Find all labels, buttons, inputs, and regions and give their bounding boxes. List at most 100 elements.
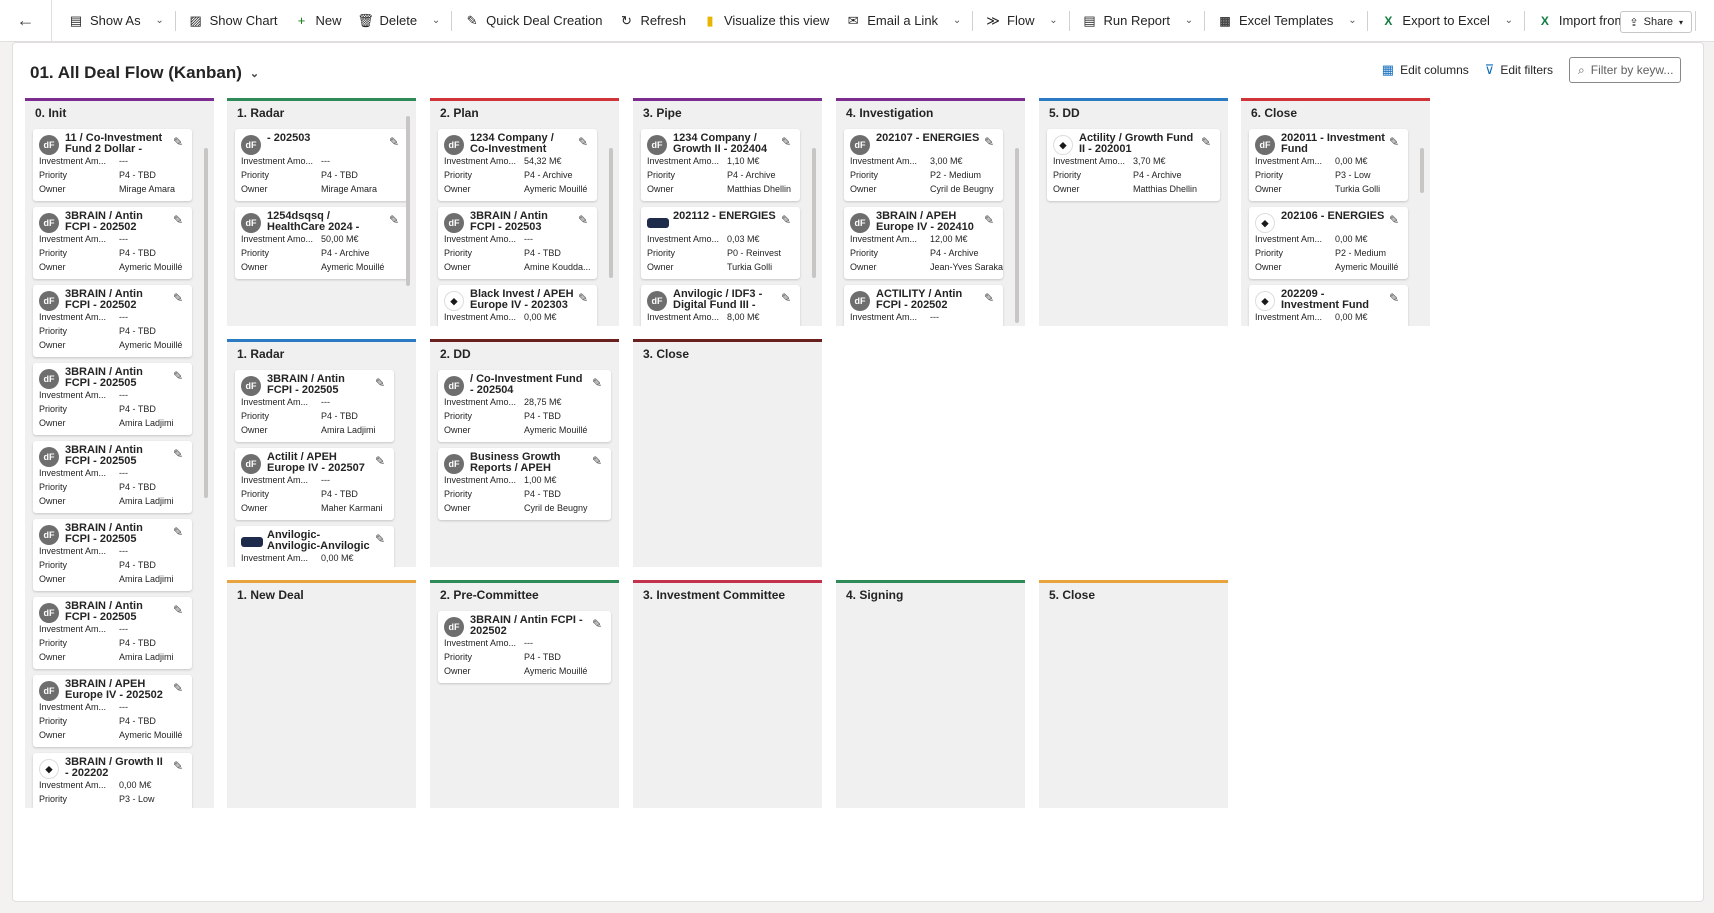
deal-card[interactable]: dF 3BRAIN / Antin FCPI - 202503 ✎ Investmen… (438, 207, 597, 279)
edit-icon[interactable]: ✎ (172, 681, 183, 695)
deal-card[interactable]: dF ACTILITY / Antin FCPI - 202502 ✎ Investm… (844, 285, 1003, 326)
deal-card[interactable]: dF 3BRAIN / Antin FCPI - 202505 ✎ Investmen… (235, 370, 394, 442)
deal-card[interactable]: dF 3BRAIN / APEH Europe IV - 202410 ✎ Inves… (844, 207, 1003, 279)
edit-icon[interactable]: ✎ (172, 291, 183, 305)
card-title[interactable]: Black Invest / APEH Europe IV - 202303 (470, 289, 574, 311)
edit-icon[interactable]: ✎ (780, 213, 791, 227)
edit-icon[interactable]: ✎ (577, 291, 588, 305)
card-title[interactable]: 202011 - Investment Fund (1281, 133, 1385, 155)
column-scrollbar[interactable] (204, 148, 208, 498)
edit-icon[interactable]: ✎ (172, 525, 183, 539)
edit-icon[interactable]: ✎ (172, 213, 183, 227)
back-button[interactable]: ← (0, 0, 52, 42)
edit-icon[interactable]: ✎ (172, 603, 183, 617)
deal-card[interactable]: dF / Co-Investment Fund - 202504 ✎ Investme… (438, 370, 611, 442)
card-title[interactable]: 3BRAIN / Antin FCPI - 202505 (65, 367, 143, 389)
toolbar-button-powerbi[interactable]: ▮ Visualize this view (694, 6, 837, 36)
edit-icon[interactable]: ✎ (1200, 135, 1211, 149)
edit-icon[interactable]: ✎ (172, 759, 183, 773)
deal-card[interactable]: dF 3BRAIN / Antin FCPI - 202502 ✎ Investmen… (438, 611, 611, 683)
toolbar-button-flow[interactable]: ≫ Flow (977, 6, 1042, 36)
toolbar-button-report[interactable]: ▤ Run Report (1074, 6, 1178, 36)
card-title[interactable]: 202209 - Investment Fund (1281, 289, 1370, 311)
deal-card[interactable]: dF 3BRAIN / Antin FCPI - 202502 ✎ Investmen… (33, 207, 192, 279)
toolbar-button-excel-template[interactable]: ▦ Excel Templates (1209, 6, 1341, 36)
card-title[interactable]: 1234 Company / Co-Investment Fund 2 (470, 133, 554, 155)
edit-icon[interactable]: ✎ (1388, 291, 1399, 305)
card-title[interactable]: 3BRAIN / Antin FCPI - 202505 (267, 374, 345, 396)
edit-icon[interactable]: ✎ (780, 135, 791, 149)
column-scrollbar[interactable] (609, 148, 613, 278)
edit-icon[interactable]: ✎ (374, 532, 385, 546)
card-title[interactable]: 3BRAIN / APEH Europe IV - 202502 (65, 679, 163, 701)
card-title[interactable]: Actility / Growth Fund II - 202001 (1079, 133, 1194, 155)
edit-icon[interactable]: ✎ (172, 369, 183, 383)
deal-card[interactable]: dF 1254dsqsq / HealthCare 2024 - 202312 ✎ I… (235, 207, 408, 279)
chevron-down-icon[interactable]: ⌄ (431, 15, 441, 26)
card-title[interactable]: 3BRAIN / Antin FCPI - 202502 (65, 211, 143, 233)
deal-card[interactable]: ◆ 202209 - Investment Fund ✎ Investment Am.… (1249, 285, 1408, 326)
card-title[interactable]: 3BRAIN / APEH Europe IV - 202410 (876, 211, 974, 233)
deal-card[interactable]: dF 3BRAIN / Antin FCPI - 202502 ✎ Investmen… (33, 285, 192, 357)
card-title[interactable]: 11 / Co-Investment Fund 2 Dollar - (65, 133, 163, 155)
deal-card[interactable]: ◆ Actility / Growth Fund II - 202001 ✎ Inve… (1047, 129, 1220, 201)
chevron-down-icon[interactable]: ⌄ (1049, 15, 1058, 26)
edit-icon[interactable]: ✎ (1388, 213, 1399, 227)
share-button[interactable]: ⇪ Share ▾ (1620, 11, 1692, 33)
card-title[interactable]: 1254dsqsq / HealthCare 2024 - 202312 (267, 211, 360, 233)
deal-card[interactable]: 202112 - ENERGIES ✎ Investment Amo... 0,03 … (641, 207, 800, 279)
filter-keyword-input[interactable]: ⌕ Filter by keyw... (1569, 57, 1681, 83)
deal-card[interactable]: dF 3BRAIN / Antin FCPI - 202505 ✎ Investmen… (33, 519, 192, 591)
toolbar-button-refresh[interactable]: ↻ Refresh (610, 6, 694, 36)
edit-columns-button[interactable]: ▦ Edit columns (1382, 62, 1469, 78)
card-title[interactable]: 1234 Company / Growth II - 202404 (673, 133, 768, 155)
card-title[interactable]: 3BRAIN / Antin FCPI - 202503 (470, 211, 548, 233)
deal-card[interactable]: dF Anvilogic / IDF3 - Digital Fund III - ✎… (641, 285, 800, 326)
edit-icon[interactable]: ✎ (388, 213, 399, 227)
toolbar-button-wand[interactable]: ✎ Quick Deal Creation (456, 6, 610, 36)
edit-icon[interactable]: ✎ (577, 213, 588, 227)
deal-card[interactable]: ◆ 3BRAIN / Growth II - 202202 ✎ Investment … (33, 753, 192, 808)
deal-card[interactable]: dF - 202503 ✎ Investment Amo... --- Priority P… (235, 129, 408, 201)
edit-filters-button[interactable]: ⊽ Edit filters (1485, 62, 1553, 78)
toolbar-button-excel[interactable]: X Export to Excel (1372, 6, 1497, 36)
deal-card[interactable]: dF Actilit / APEH Europe IV - 202507 ✎ Inve… (235, 448, 394, 520)
chevron-down-icon[interactable]: ⌄ (952, 15, 962, 26)
edit-icon[interactable]: ✎ (983, 291, 994, 305)
card-title[interactable]: 202112 - ENERGIES (673, 211, 776, 222)
deal-card[interactable]: Anvilogic-Anvilogic-Anvilogic / Co- ✎ Inve… (235, 526, 394, 567)
column-scrollbar[interactable] (1420, 148, 1424, 193)
edit-icon[interactable]: ✎ (591, 454, 602, 468)
toolbar-button-trash[interactable]: 🗑 Delete (350, 6, 426, 36)
edit-icon[interactable]: ✎ (577, 135, 588, 149)
deal-card[interactable]: dF 1234 Company / Growth II - 202404 ✎ Inve… (641, 129, 800, 201)
edit-icon[interactable]: ✎ (374, 454, 385, 468)
edit-icon[interactable]: ✎ (388, 135, 399, 149)
card-title[interactable]: 3BRAIN / Antin FCPI - 202505 (65, 523, 143, 545)
deal-card[interactable]: ◆ 202106 - ENERGIES ✎ Investment Am... 0,00 … (1249, 207, 1408, 279)
toolbar-button-plus[interactable]: + New (286, 6, 350, 36)
column-scrollbar[interactable] (1015, 148, 1019, 323)
column-scrollbar[interactable] (406, 116, 410, 286)
chevron-down-icon[interactable]: ⌄ (1348, 15, 1357, 26)
card-title[interactable]: 3BRAIN / Antin FCPI - 202502 (470, 615, 583, 637)
card-title[interactable]: 202107 - ENERGIES (876, 133, 980, 144)
chevron-down-icon[interactable]: ⌄ (155, 15, 164, 26)
deal-card[interactable]: dF 202011 - Investment Fund ✎ Investment Am… (1249, 129, 1408, 201)
deal-card[interactable]: dF 3BRAIN / APEH Europe IV - 202502 ✎ Inves… (33, 675, 192, 747)
chevron-down-icon[interactable]: ⌄ (1504, 15, 1514, 26)
edit-icon[interactable]: ✎ (172, 135, 183, 149)
edit-icon[interactable]: ✎ (983, 213, 994, 227)
card-title[interactable]: 3BRAIN / Antin FCPI - 202505 (65, 601, 143, 623)
card-title[interactable]: ACTILITY / Antin FCPI - 202502 (876, 289, 963, 311)
column-scrollbar[interactable] (812, 148, 816, 278)
card-title[interactable]: 202106 - ENERGIES (1281, 211, 1385, 222)
edit-icon[interactable]: ✎ (1388, 135, 1399, 149)
edit-icon[interactable]: ✎ (374, 376, 385, 390)
toolbar-button-table[interactable]: ▤ Show As (60, 6, 149, 36)
card-title[interactable]: 3BRAIN / Antin FCPI - 202502 (65, 289, 143, 311)
deal-card[interactable]: ◆ Black Invest / APEH Europe IV - 202303 ✎… (438, 285, 597, 326)
deal-card[interactable]: dF 202107 - ENERGIES ✎ Investment Am... 3,00… (844, 129, 1003, 201)
card-title[interactable]: / Co-Investment Fund - 202504 (470, 374, 583, 396)
edit-icon[interactable]: ✎ (172, 447, 183, 461)
